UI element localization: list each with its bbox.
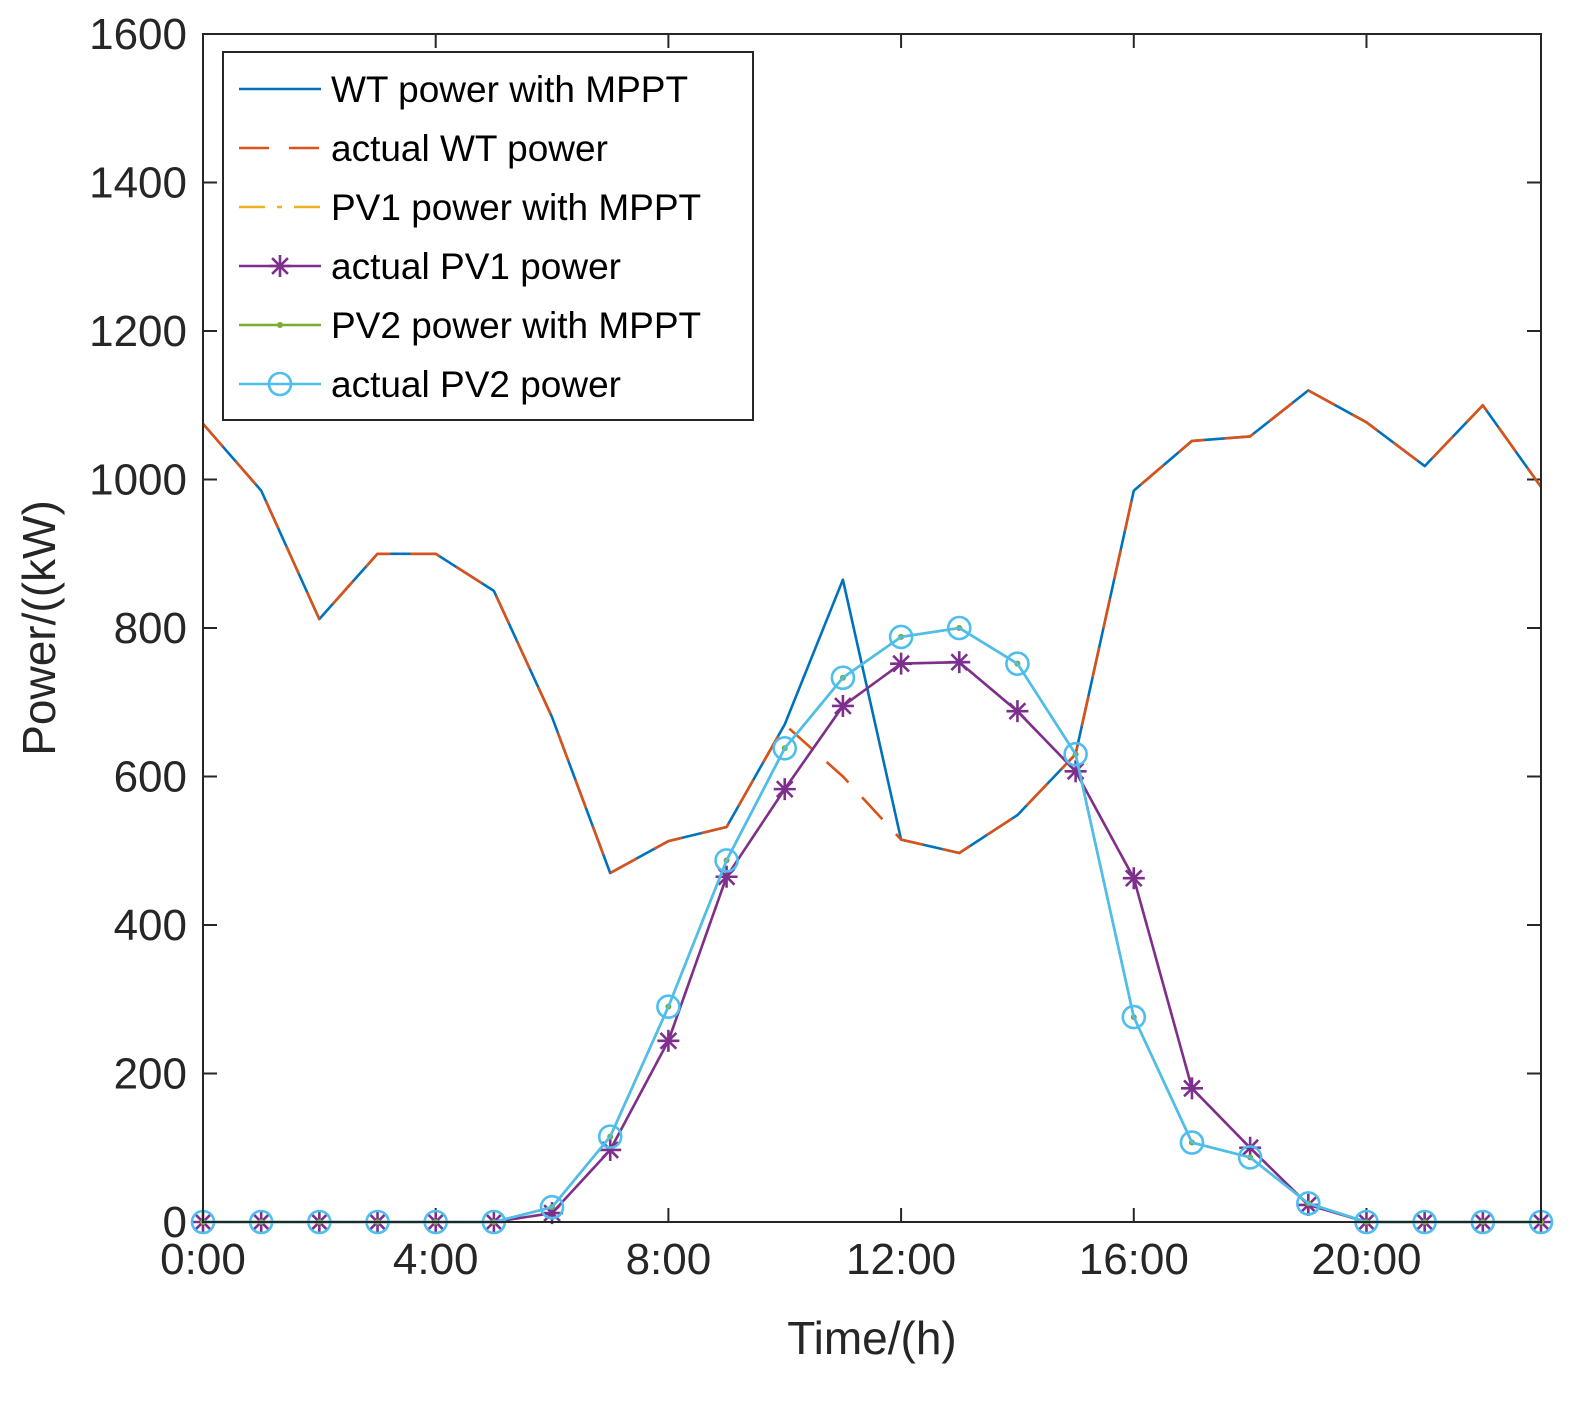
legend-label: PV1 power with MPPT: [331, 187, 701, 228]
data-point: [772, 735, 798, 761]
data-point: [773, 778, 796, 801]
y-tick-label: 1600: [89, 10, 187, 59]
legend-label: actual PV2 power: [331, 364, 621, 405]
data-point: [830, 665, 856, 691]
legend-item-6: actual PV2 power: [239, 364, 621, 405]
legend-label: actual PV1 power: [331, 246, 621, 287]
data-point: [539, 1194, 565, 1220]
legend-marker: [267, 371, 293, 397]
legend-marker: [277, 322, 283, 328]
data-point: [1006, 700, 1029, 723]
x-tick-label: 16:00: [1079, 1235, 1189, 1284]
x-tick-label: 20:00: [1311, 1235, 1421, 1284]
legend-item-2: actual WT power: [239, 128, 608, 169]
data-point: [1296, 1191, 1321, 1216]
y-tick-label: 1400: [89, 159, 187, 208]
data-point: [656, 994, 681, 1019]
marker-stroke: [1183, 1079, 1201, 1098]
y-axis-title: Power/((kW): [13, 500, 65, 756]
x-tick-label: 4:00: [393, 1235, 479, 1284]
legend-label: WT power with MPPT: [331, 69, 688, 110]
data-point: [1179, 1130, 1205, 1155]
data-point: [657, 1029, 680, 1052]
marker-stroke: [950, 653, 969, 671]
y-tick-label: 200: [114, 1050, 187, 1099]
x-axis-title: Time/(h): [787, 1312, 957, 1364]
marker-stroke: [1066, 762, 1085, 781]
legend-item-3: PV1 power with MPPT: [239, 187, 701, 228]
data-point: [948, 651, 971, 674]
legend: WT power with MPPT actual WT power PV1 pow…: [222, 51, 754, 421]
y-tick-label: 1000: [89, 456, 187, 505]
x-tick-label: 12:00: [846, 1235, 956, 1284]
legend-label: actual WT power: [331, 128, 608, 169]
legend-marker: [269, 255, 291, 277]
marker-stroke: [1008, 702, 1027, 720]
data-point: [1237, 1145, 1263, 1170]
legend-item-5: PV2 power with MPPT: [239, 305, 701, 346]
marker-stroke: [1124, 869, 1143, 888]
legend-label: PV2 power with MPPT: [331, 305, 701, 346]
data-point: [1180, 1077, 1203, 1100]
data-point: [831, 694, 854, 717]
legend-item-1: WT power with MPPT: [239, 69, 688, 110]
data-point: [714, 848, 739, 873]
axes-box: [202, 33, 1542, 1223]
y-tick-label: 800: [114, 604, 187, 653]
x-tick-label: 8:00: [626, 1235, 712, 1284]
data-point: [890, 652, 913, 675]
marker-stroke: [1241, 1138, 1259, 1157]
marker-stroke: [834, 697, 852, 715]
marker-stroke: [659, 1031, 678, 1050]
y-tick-label: 1200: [89, 307, 187, 356]
data-point: [1005, 651, 1030, 676]
data-point: [1121, 1004, 1147, 1030]
data-point: [946, 615, 972, 641]
data-point: [597, 1124, 623, 1149]
series-line: [202, 389, 1543, 875]
legend-box: [222, 51, 754, 421]
data-point: [1063, 741, 1088, 767]
marker-stroke: [543, 1204, 561, 1222]
marker-stroke: [775, 780, 794, 798]
marker-stroke: [601, 1141, 620, 1159]
plot-area: 0:00 4:00 8:00 12:00 16:00 20:00 0 200 400 600 800…: [89, 10, 1554, 1284]
marker-stroke: [271, 257, 289, 275]
y-tick-label: 0: [163, 1198, 187, 1247]
series-2: [202, 389, 1543, 875]
data-point: [1122, 867, 1145, 890]
marker-stroke: [892, 654, 910, 673]
legend-item-4: actual PV1 power: [239, 246, 621, 287]
data-point: [599, 1138, 622, 1161]
y-tick-label: 600: [114, 753, 187, 802]
x-tick-label: 0:00: [160, 1235, 246, 1284]
y-tick-label: 400: [114, 901, 187, 950]
data-point: [888, 624, 914, 650]
